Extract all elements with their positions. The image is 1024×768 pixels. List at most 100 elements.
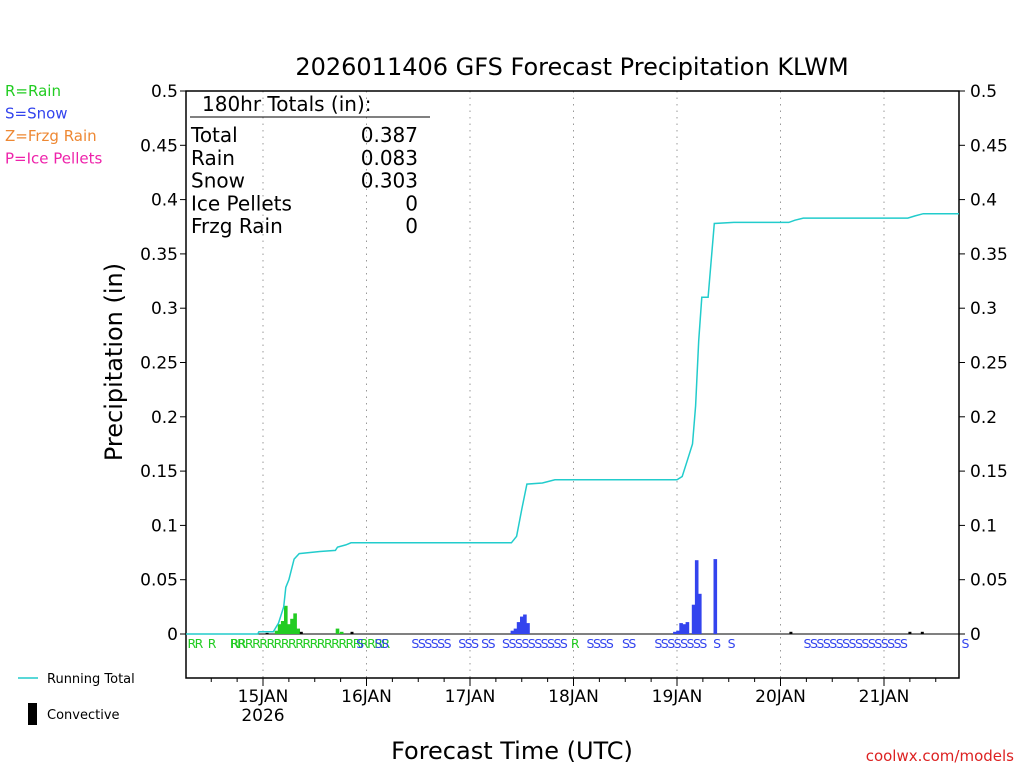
- totals-value: 0: [405, 214, 418, 238]
- y-axis-label: Precipitation (in): [100, 263, 128, 461]
- snow-bar: [679, 623, 683, 634]
- totals-value: 0.083: [361, 146, 418, 170]
- ptype-marker-s: S: [356, 636, 364, 651]
- convective-bar: [350, 631, 354, 634]
- ptype-marker-r: RRRRRRRRRRRRRRRRRRRRRR: [231, 636, 391, 651]
- totals-value: 0.387: [361, 123, 418, 147]
- x-tick-label: 20JAN: [755, 687, 806, 707]
- totals-label: Frzg Rain: [191, 214, 283, 238]
- ptype-marker-s: SSSSSSSSSS: [502, 636, 568, 651]
- totals-label: Snow: [191, 169, 245, 193]
- y-tick-label-left: 0.15: [140, 462, 178, 482]
- snow-bar: [516, 622, 521, 634]
- y-tick-label-left: 0.05: [140, 571, 178, 591]
- chart-title: 2026011406 GFS Forecast Precipitation KL…: [295, 53, 848, 81]
- x-axis-label: Forecast Time (UTC): [391, 737, 633, 765]
- ptype-marker-s: SSSS: [587, 636, 614, 651]
- rain-bar: [339, 631, 344, 634]
- rain-bar: [277, 624, 282, 634]
- snow-bar: [676, 630, 680, 634]
- series-legend: Running Total Convective: [18, 672, 135, 725]
- y-tick-label-left: 0.4: [151, 191, 178, 211]
- plot-frame: [185, 90, 960, 679]
- x-tick-label: 18JAN: [548, 687, 599, 707]
- snow-bar: [682, 624, 686, 634]
- rain-bar: [280, 621, 285, 634]
- ptype-marker-s: S: [961, 636, 969, 651]
- totals-label: Rain: [191, 146, 235, 170]
- ptype-marker-s: SS: [481, 636, 495, 651]
- snow-bar: [694, 560, 699, 634]
- ptype-marker-r: RR: [188, 636, 204, 651]
- x-tick-label: 19JAN: [652, 687, 703, 707]
- snow-bar: [691, 604, 696, 634]
- rain-bar: [274, 630, 279, 634]
- x-tick-label: 21JAN: [859, 687, 910, 707]
- rain-bar: [293, 613, 297, 634]
- snow-bar: [698, 593, 702, 634]
- x-tick-label: 17JAN: [445, 687, 496, 707]
- rain-bar: [290, 618, 294, 634]
- snow-bar: [526, 623, 530, 634]
- y-tick-label-right: 0.25: [970, 354, 1008, 374]
- ptype-marker-s: SSSSSS: [411, 636, 451, 651]
- legend-type-s: S=Snow: [5, 105, 68, 123]
- ptype-marker-s: SSSSSSSSSSSSSSSS: [804, 636, 909, 651]
- gridlines: [262, 91, 885, 678]
- snow-bar: [513, 628, 518, 634]
- legend-type-z: Z=Frzg Rain: [5, 127, 97, 145]
- ptype-legend: R=Rain S=Snow Z=Frzg Rain P=Ice Pellets: [5, 82, 102, 168]
- y-tick-label-right: 0.4: [970, 191, 997, 211]
- totals-label: Ice Pellets: [191, 191, 292, 215]
- y-tick-label-right: 0: [970, 625, 981, 645]
- convective-bar: [299, 631, 303, 634]
- ptype-marker-s: SSSSSSSS: [654, 636, 707, 651]
- y-tick-label-right: 0.5: [970, 82, 997, 102]
- convective-bar: [265, 632, 269, 634]
- x-tick-label: 16JAN: [341, 687, 392, 707]
- convective-bar: [789, 631, 793, 634]
- legend-type-p: P=Ice Pellets: [5, 150, 102, 168]
- running-total-line: [186, 212, 959, 635]
- rain-bar: [284, 605, 288, 634]
- snow-bar: [673, 631, 677, 634]
- ptype-marker-r: R: [208, 636, 217, 651]
- y-tick-label-left: 0: [167, 625, 178, 645]
- y-tick-label-left: 0.3: [151, 299, 178, 319]
- credit-text: coolwx.com/models: [866, 747, 1014, 765]
- ptype-marker-r: RR: [230, 636, 246, 651]
- convective-bar: [908, 631, 912, 634]
- precip-bars: [265, 559, 924, 634]
- y-tick-label-right: 0.45: [970, 136, 1008, 156]
- totals-value: 0: [405, 191, 418, 215]
- y-tick-label-left: 0.25: [140, 354, 178, 374]
- totals-box: 180hr Totals (in): Total 0.387 Rain 0.083 Sn…: [190, 92, 430, 238]
- snow-bar: [520, 616, 524, 634]
- snow-bar: [713, 559, 718, 634]
- snow-bar: [510, 630, 515, 634]
- snow-bar: [685, 622, 690, 634]
- rain-bar: [335, 628, 340, 634]
- totals-label: Total: [190, 123, 238, 147]
- totals-value: 0.303: [361, 169, 418, 193]
- y-tick-label-right: 0.1: [970, 516, 997, 536]
- x-tick-sublabel: 2026: [241, 706, 284, 726]
- legend-convective: Convective: [47, 708, 120, 723]
- y-tick-label-left: 0.5: [151, 82, 178, 102]
- convective-bar: [920, 631, 924, 634]
- y-tick-label-left: 0.45: [140, 136, 178, 156]
- snow-bar: [523, 614, 527, 634]
- ptype-marker-s: SS: [622, 636, 636, 651]
- legend-type-r: R=Rain: [5, 82, 61, 100]
- ptype-marker-s: SSS: [458, 636, 479, 651]
- y-axis-ticks: 0 00.05 0.050.1 0.10.15 0.150.2 0.20.25 0.250.…: [140, 82, 1008, 645]
- rain-bar: [296, 628, 300, 634]
- x-tick-label: 15JAN: [238, 687, 289, 707]
- y-tick-label-right: 0.3: [970, 299, 997, 319]
- legend-running-total: Running Total: [47, 672, 135, 687]
- totals-heading: 180hr Totals (in):: [202, 92, 372, 116]
